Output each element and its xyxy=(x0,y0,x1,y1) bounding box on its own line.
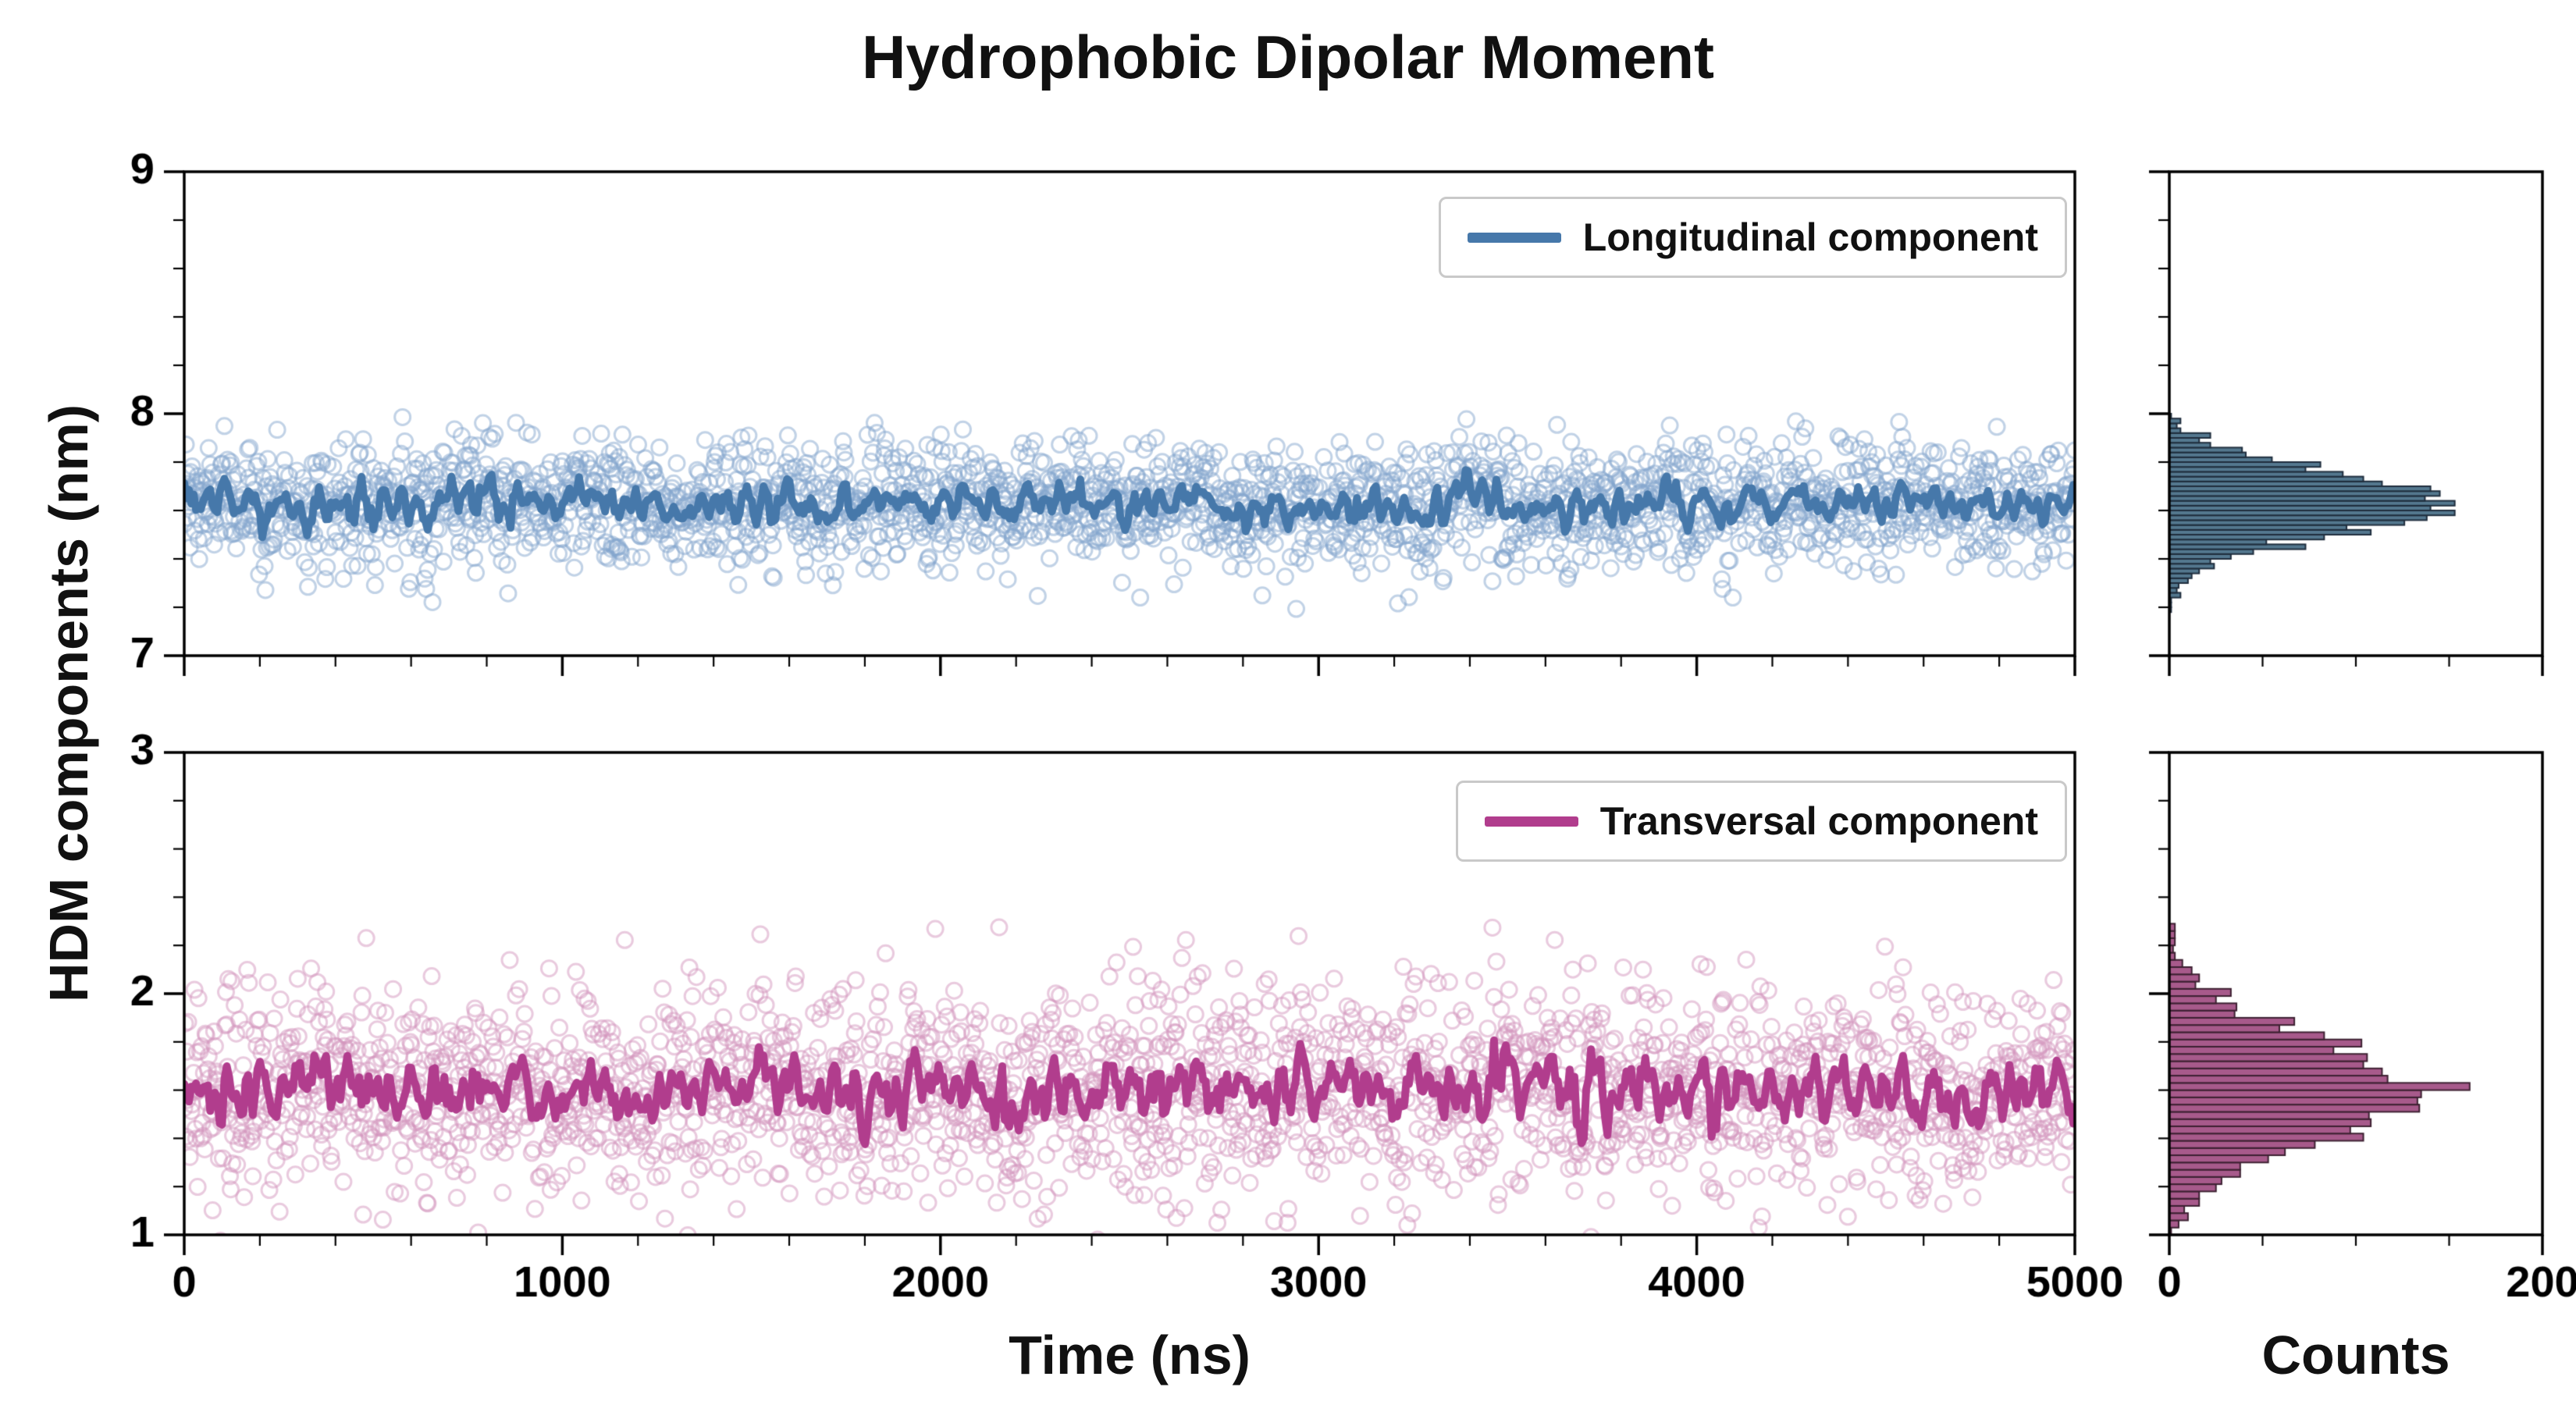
legend-line-transversal-icon xyxy=(1484,816,1578,827)
legend-transversal: Transversal component xyxy=(1455,781,2067,862)
legend-label-transversal: Transversal component xyxy=(1599,799,2038,843)
y-axis-label: HDM components (nm) xyxy=(38,404,99,1003)
legend-line-longitudinal-icon xyxy=(1467,232,1561,243)
legend-longitudinal: Longitudinal component xyxy=(1438,197,2067,278)
chart-title: Hydrophobic Dipolar Moment xyxy=(862,23,1714,91)
legend-label-longitudinal: Longitudinal component xyxy=(1582,215,2038,259)
x-axis-label-time: Time (ns) xyxy=(1009,1325,1251,1385)
x-axis-label-counts: Counts xyxy=(2261,1325,2450,1385)
